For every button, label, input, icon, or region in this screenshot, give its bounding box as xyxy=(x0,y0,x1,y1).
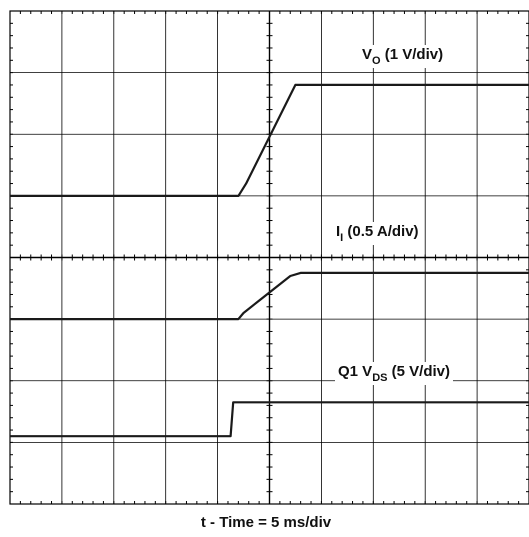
label-background xyxy=(359,45,447,68)
label-background xyxy=(333,222,422,245)
label-background xyxy=(335,362,453,385)
trace-label-q1-vds: Q1 VDS (5 V/div) xyxy=(338,363,450,384)
x-axis-label: t - Time = 5 ms/div xyxy=(201,514,332,531)
trace-2 xyxy=(10,401,529,438)
trace-0 xyxy=(10,83,529,197)
trace-label-vo: VO (1 V/div) xyxy=(362,46,443,67)
plot-traces xyxy=(10,83,529,438)
trace-label-ii: II (0.5 A/div) xyxy=(336,223,419,244)
trace-1 xyxy=(10,271,529,321)
